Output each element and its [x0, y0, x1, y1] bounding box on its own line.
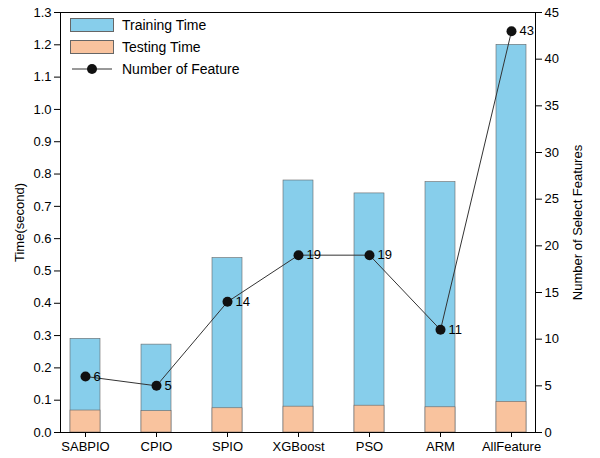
- svg-text:1.0: 1.0: [33, 102, 51, 117]
- svg-text:6: 6: [94, 369, 101, 384]
- svg-text:45: 45: [545, 5, 559, 20]
- svg-text:19: 19: [378, 247, 392, 262]
- svg-text:5: 5: [165, 378, 172, 393]
- svg-text:15: 15: [545, 285, 559, 300]
- svg-text:20: 20: [545, 238, 559, 253]
- svg-text:25: 25: [545, 191, 559, 206]
- svg-text:14: 14: [236, 294, 250, 309]
- svg-text:SPIO: SPIO: [212, 439, 243, 454]
- svg-text:35: 35: [545, 98, 559, 113]
- svg-text:0.6: 0.6: [33, 231, 51, 246]
- html-text:Number of Feature: Number of Feature: [122, 61, 240, 77]
- svg-text:0.8: 0.8: [33, 166, 51, 181]
- svg-text:30: 30: [545, 145, 559, 160]
- svg-text:0.9: 0.9: [33, 134, 51, 149]
- svg-text:5: 5: [545, 378, 552, 393]
- svg-text:PSO: PSO: [356, 439, 383, 454]
- svg-text:0.1: 0.1: [33, 392, 51, 407]
- svg-text:0.5: 0.5: [33, 263, 51, 278]
- svg-text:0.7: 0.7: [33, 199, 51, 214]
- svg-text:43: 43: [520, 23, 534, 38]
- svg-text:0.3: 0.3: [33, 328, 51, 343]
- svg-text:CPIO: CPIO: [141, 439, 173, 454]
- html-text:Testing Time: Testing Time: [122, 39, 201, 55]
- html-text:Training Time: Training Time: [122, 17, 207, 33]
- svg-text:ARM: ARM: [426, 439, 455, 454]
- svg-text:1.1: 1.1: [33, 69, 51, 84]
- svg-text:40: 40: [545, 51, 559, 66]
- svg-text:0.4: 0.4: [33, 295, 51, 310]
- svg-text:1.2: 1.2: [33, 37, 51, 52]
- svg-text:0.2: 0.2: [33, 360, 51, 375]
- svg-text:AllFeature: AllFeature: [482, 439, 541, 454]
- svg-text:11: 11: [449, 322, 463, 337]
- svg-text:10: 10: [545, 331, 559, 346]
- svg-text:0: 0: [545, 425, 552, 440]
- svg-text:1.3: 1.3: [33, 5, 51, 20]
- svg-text:19: 19: [307, 247, 321, 262]
- svg-text:SABPIO: SABPIO: [61, 439, 109, 454]
- svg-text:XGBoost: XGBoost: [272, 439, 324, 454]
- svg-text:0.0: 0.0: [33, 425, 51, 440]
- svg-text:Number of Select Features: Number of Select Features: [570, 144, 585, 300]
- svg-text:Time(second): Time(second): [12, 183, 27, 262]
